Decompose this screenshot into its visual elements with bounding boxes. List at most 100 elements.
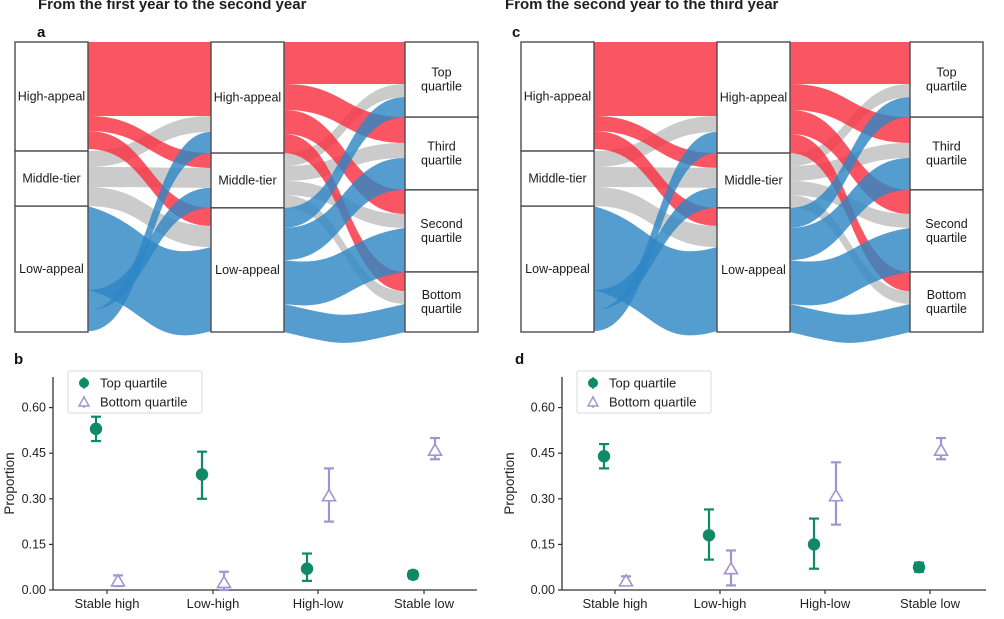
data-point-circle bbox=[195, 468, 209, 481]
sankey-node-label: High-appeal bbox=[524, 90, 591, 104]
data-point-circle bbox=[912, 561, 926, 574]
data-point-triangle bbox=[618, 573, 634, 587]
sankey-node bbox=[404, 116, 479, 191]
sankey-node-label: Middle-tier bbox=[22, 172, 80, 186]
legend-label: Top quartile bbox=[609, 376, 676, 391]
data-point-circle bbox=[807, 538, 821, 551]
pointplot-panel-b: 0.00 0.15 0.30 0.45 0.60 Proportion Stable hig… bbox=[2, 370, 477, 611]
sankey-node bbox=[14, 205, 89, 333]
data-point-circle bbox=[702, 529, 716, 542]
sankey-node-label: Second quartile bbox=[420, 217, 462, 245]
data-point-triangle bbox=[216, 574, 232, 589]
sankey-flow-low bbox=[790, 158, 910, 261]
sankey-flow-middle bbox=[284, 195, 405, 304]
sankey-node bbox=[14, 150, 89, 207]
sankey-flow-low bbox=[594, 206, 717, 336]
y-tick-label: 0.45 bbox=[531, 446, 555, 460]
sankey-node-label: Third quartile bbox=[926, 140, 967, 168]
sankey-node bbox=[909, 271, 984, 333]
x-tick-label: Stable low bbox=[900, 596, 961, 611]
sankey-flow-low bbox=[88, 187, 211, 310]
legend-box bbox=[576, 370, 712, 414]
sankey-node bbox=[520, 205, 595, 333]
sankey-flow-low bbox=[594, 131, 717, 332]
data-point-triangle bbox=[321, 488, 337, 502]
sankey-node-label: Low-appeal bbox=[19, 262, 84, 276]
sankey-node-label: Second quartile bbox=[925, 217, 967, 245]
sankey-flow-low bbox=[284, 227, 405, 306]
sankey-node-label: Low-appeal bbox=[215, 263, 280, 277]
sankey-flow-low bbox=[790, 97, 910, 228]
sankey-flow-low bbox=[284, 303, 405, 343]
sankey-panel-c: High-appeal Middle-tier Low-appeal High-app… bbox=[520, 41, 984, 343]
data-point-circle bbox=[300, 562, 314, 575]
legend-marker-triangle bbox=[77, 395, 91, 407]
data-point-triangle bbox=[723, 561, 739, 575]
sankey-node bbox=[909, 189, 984, 273]
x-tick-label: High-low bbox=[293, 596, 344, 611]
sankey-node-label: Middle-tier bbox=[528, 172, 586, 186]
y-tick-label: 0.15 bbox=[531, 537, 555, 551]
sankey-flow-low bbox=[790, 303, 910, 343]
legend-label: Top quartile bbox=[100, 376, 167, 391]
y-tick-label: 0.00 bbox=[531, 583, 555, 597]
y-tick-label: 0.60 bbox=[531, 401, 555, 415]
y-tick-label: 0.30 bbox=[531, 492, 555, 506]
sankey-node bbox=[210, 152, 285, 209]
sankey-node bbox=[909, 41, 984, 118]
x-tick-label: Stable high bbox=[582, 596, 647, 611]
sankey-flow-low bbox=[594, 187, 717, 310]
sankey-node-label: High-appeal bbox=[18, 90, 85, 104]
sankey-node bbox=[210, 207, 285, 333]
data-point-circle bbox=[406, 568, 420, 581]
sankey-flow-low bbox=[88, 206, 211, 336]
sankey-flow-middle bbox=[790, 195, 910, 304]
sankey-flow-high bbox=[790, 42, 910, 85]
legend-label: Bottom quartile bbox=[100, 395, 187, 410]
panel-label-b: b bbox=[14, 351, 24, 368]
y-tick-label: 0.45 bbox=[22, 446, 46, 460]
pointplot-panel-d: 0.00 0.15 0.30 0.45 0.60 Proportion Stable hig… bbox=[502, 370, 986, 611]
sankey-node bbox=[404, 41, 479, 118]
x-tick-label: Stable high bbox=[74, 596, 139, 611]
y-axis-label: Proportion bbox=[2, 452, 17, 514]
sankey-node bbox=[716, 207, 791, 333]
sankey-flow-middle bbox=[88, 187, 211, 248]
sankey-flow-middle bbox=[594, 187, 717, 248]
sankey-node-label: Bottom quartile bbox=[926, 288, 967, 316]
data-point-triangle bbox=[828, 488, 844, 502]
legend-marker-circle bbox=[79, 378, 89, 388]
sankey-flow-high bbox=[88, 42, 211, 116]
title-second-to-third: From the second year to the third year bbox=[505, 0, 779, 13]
data-point-circle bbox=[597, 450, 611, 463]
sankey-node-label: Low-appeal bbox=[721, 263, 786, 277]
sankey-flow-high bbox=[594, 42, 717, 116]
y-tick-label: 0.30 bbox=[22, 492, 46, 506]
panel-label-a: a bbox=[37, 24, 46, 41]
x-tick-label: Stable low bbox=[394, 596, 455, 611]
sankey-flow-low bbox=[88, 131, 211, 332]
data-point-triangle bbox=[933, 442, 949, 456]
data-point-triangle bbox=[427, 442, 443, 456]
legend-marker-triangle bbox=[586, 395, 600, 407]
x-tick-label: Low-high bbox=[694, 596, 747, 611]
x-tick-label: Low-high bbox=[187, 596, 240, 611]
sankey-flow-low bbox=[284, 158, 405, 261]
sankey-flow-low bbox=[284, 97, 405, 228]
data-point-triangle bbox=[110, 573, 126, 587]
title-first-to-second: From the first year to the second year bbox=[38, 0, 307, 13]
sankey-panel-a: High-appeal Middle-tier Low-appeal High-app… bbox=[14, 41, 479, 343]
sankey-flow-low bbox=[790, 227, 910, 306]
sankey-node bbox=[520, 41, 595, 152]
sankey-node-label: Bottom quartile bbox=[421, 288, 462, 316]
sankey-flow-high bbox=[284, 42, 405, 85]
legend-marker-circle bbox=[588, 378, 598, 388]
sankey-node-label: Low-appeal bbox=[525, 262, 590, 276]
sankey-node bbox=[404, 271, 479, 333]
sankey-node-label: Middle-tier bbox=[218, 173, 276, 187]
panel-label-d: d bbox=[515, 351, 525, 368]
sankey-node bbox=[14, 41, 89, 152]
panel-label-c: c bbox=[512, 24, 521, 41]
